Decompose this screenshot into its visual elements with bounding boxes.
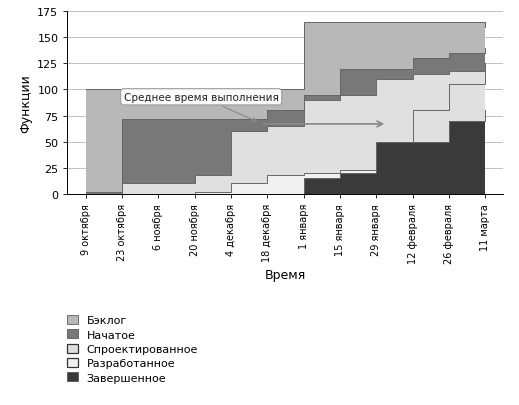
X-axis label: Время: Время [265, 269, 306, 282]
Legend: Бэклог, Начатое, Спроектированное, Разработанное, Завершенное: Бэклог, Начатое, Спроектированное, Разра… [64, 313, 200, 385]
Y-axis label: Функции: Функции [19, 74, 32, 132]
Text: Среднее время выполнения: Среднее время выполнения [124, 93, 279, 122]
